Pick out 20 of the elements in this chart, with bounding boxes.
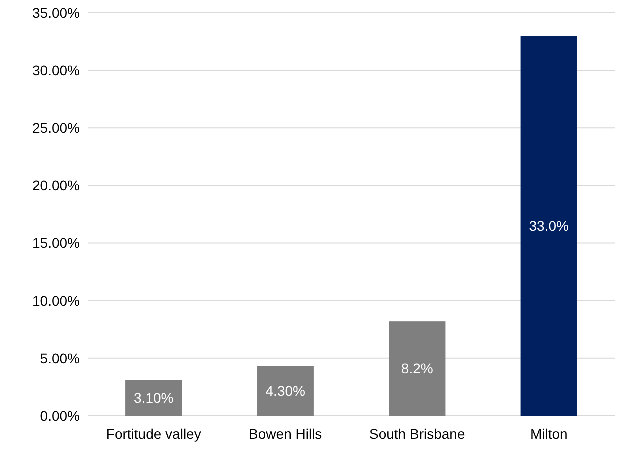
data-label: 4.30% [266,383,306,400]
data-label: 3.10% [134,390,174,406]
data-label: 33.0% [529,218,569,234]
x-tick-label: Fortitude valley [106,426,202,442]
x-tick-label: South Brisbane [370,426,466,442]
data-label: 8.2% [401,360,434,377]
y-tick-label: 15.00% [32,235,80,252]
y-tick-label: 5.00% [40,350,80,366]
x-tick-label: Bowen Hills [249,426,322,442]
bar [389,322,446,416]
y-tick-label: 0.00% [40,408,80,424]
y-tick-label: 10.00% [32,292,80,309]
x-tick-label: Milton [530,426,568,442]
y-tick-label: 25.00% [32,120,80,136]
y-tick-label: 20.00% [32,178,80,194]
bar [126,380,182,416]
bar [520,36,578,416]
bar [257,366,314,416]
y-tick-label: 35.00% [32,4,80,21]
y-tick-label: 30.00% [32,62,80,78]
